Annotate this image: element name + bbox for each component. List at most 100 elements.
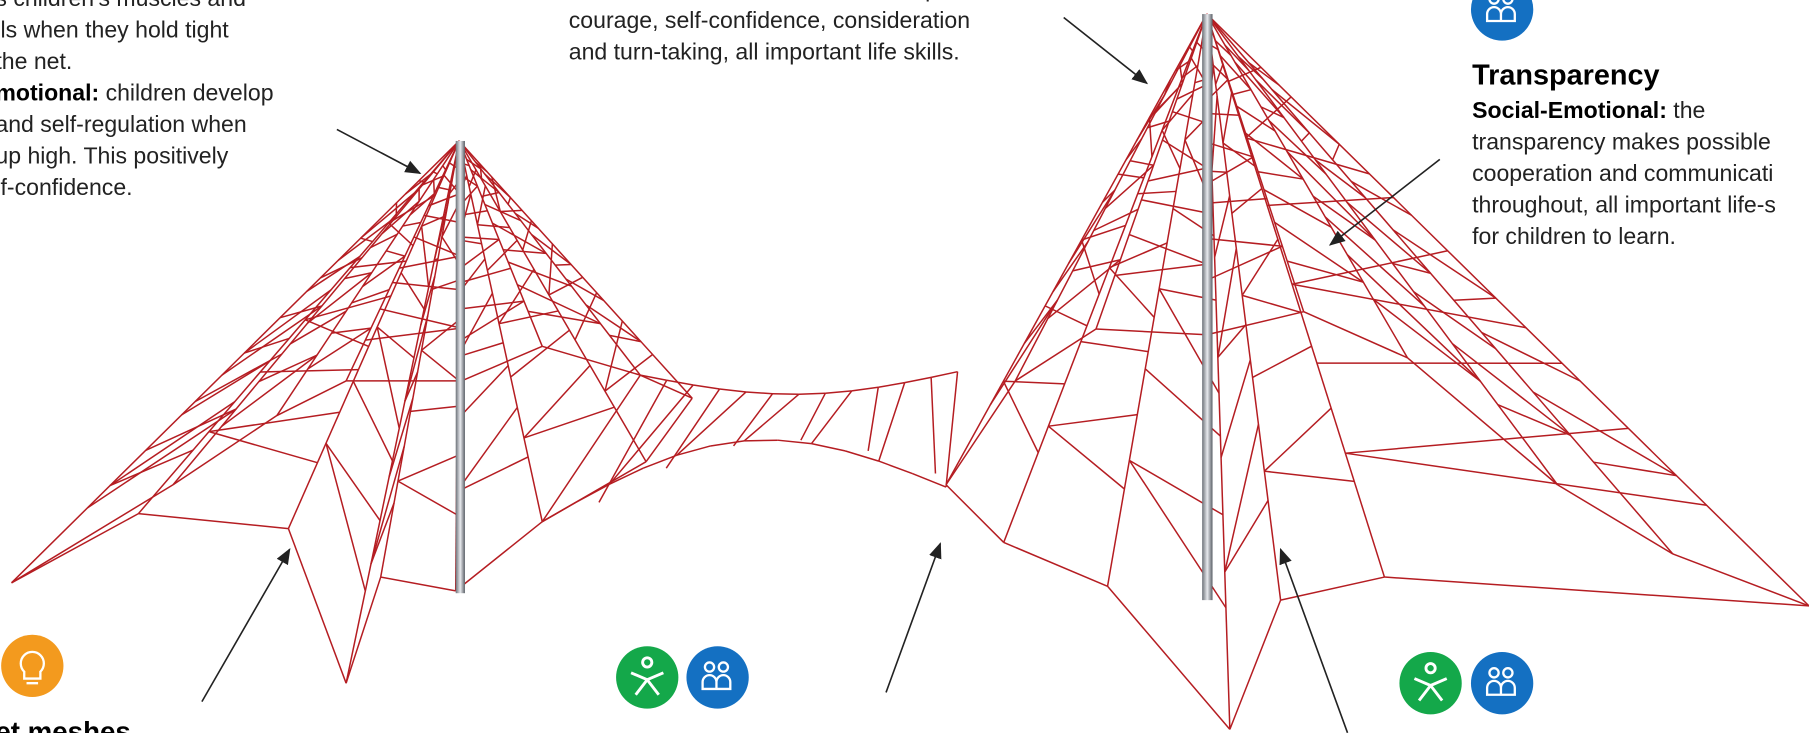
net-rope	[1225, 500, 1268, 571]
net-rope	[1292, 284, 1526, 327]
text-line: cooperation and communicati	[1472, 160, 1773, 186]
net-rope	[326, 443, 380, 520]
net-rope	[500, 210, 522, 211]
arrow	[202, 549, 290, 701]
net-rope	[720, 389, 746, 392]
net-rope	[398, 481, 456, 514]
net-rope	[1108, 586, 1230, 729]
net-rope	[1126, 139, 1142, 160]
net-rope	[744, 440, 778, 441]
net-rope	[1004, 542, 1108, 586]
net-rope	[1207, 14, 1304, 312]
arrow	[886, 544, 940, 693]
net-rope	[801, 393, 826, 440]
net-rope	[878, 383, 904, 388]
net-rope	[912, 474, 946, 488]
net-rope	[110, 402, 235, 486]
net-rope	[173, 416, 277, 485]
net-rope	[401, 273, 424, 309]
net-rope	[1264, 471, 1354, 481]
net-rope	[182, 361, 270, 415]
bold-label: motional:	[0, 79, 99, 105]
net-rope	[422, 226, 429, 287]
idea-icon	[1, 635, 63, 697]
net-rope	[1207, 14, 1408, 358]
net-rope	[1223, 93, 1232, 143]
net-rope	[746, 392, 772, 394]
net-rope	[456, 522, 543, 591]
net-rope	[173, 141, 459, 485]
net-rope	[1233, 90, 1251, 95]
net-rope	[1207, 246, 1283, 280]
net-rope	[1264, 408, 1331, 471]
net-rope	[1225, 424, 1259, 572]
net-rope	[1246, 133, 1304, 179]
net-rope	[811, 444, 845, 451]
diagram: Transparency et meshes s children's musc…	[0, 0, 1809, 733]
net-rope	[852, 387, 878, 391]
bold-label: Social-Emotional:	[1472, 97, 1667, 123]
net-rope	[1304, 312, 1408, 358]
net-rope	[1207, 157, 1254, 184]
net-rope	[361, 193, 415, 238]
text-line: motional: children develop	[0, 79, 274, 105]
net-rope	[879, 383, 905, 461]
text-line: courage, self-confidence, consideration	[569, 7, 970, 33]
net-rope	[990, 300, 1057, 405]
net-rope	[778, 440, 812, 443]
net-rope	[693, 385, 719, 389]
net-rope	[555, 264, 571, 265]
text-line: and self-regulation when	[0, 111, 247, 137]
arrow	[1281, 549, 1348, 732]
net-rope	[288, 141, 459, 529]
net-rope	[744, 394, 799, 441]
net-rope	[1212, 96, 1217, 171]
net-rope	[405, 315, 428, 401]
net-rope	[138, 514, 288, 529]
net-rope	[1081, 342, 1148, 352]
text: children develop	[764, 0, 938, 2]
net-rope	[1557, 485, 1672, 554]
text-line: and turn-taking, all important life skil…	[569, 39, 960, 65]
net-rope	[260, 370, 358, 372]
physical-icon	[1399, 652, 1461, 714]
net-rope	[499, 269, 534, 323]
text-line: transparency makes possible	[1472, 128, 1771, 154]
net-rope	[422, 350, 458, 379]
net-rope	[845, 451, 879, 461]
arrow	[1064, 18, 1147, 84]
net-rope	[485, 174, 511, 198]
net-rope	[1069, 190, 1115, 263]
text: children develop	[99, 79, 273, 105]
text: the	[1667, 97, 1705, 123]
net-rope	[381, 577, 456, 591]
net-rope	[1242, 239, 1278, 295]
net-rope	[439, 187, 449, 189]
net-rope	[946, 381, 1015, 485]
net-rope	[879, 461, 913, 473]
net-rope	[1207, 199, 1267, 204]
net-rope	[1301, 133, 1309, 141]
net-rope	[931, 377, 935, 473]
net-rope	[511, 330, 570, 377]
net-rope	[386, 251, 405, 256]
net-rope	[1053, 242, 1088, 292]
net-rope	[610, 468, 644, 484]
text-line: lls when they hold tight	[0, 16, 229, 42]
net-rope	[946, 485, 1004, 543]
net-rope	[209, 432, 317, 463]
text-line: throughout, all important life-s	[1472, 191, 1776, 217]
net-rope	[1004, 14, 1207, 542]
net-rope	[12, 485, 174, 583]
net-rope	[1345, 428, 1628, 453]
net-rope	[398, 456, 457, 481]
net-rope	[1253, 346, 1312, 377]
net-rope	[244, 290, 331, 353]
net-rope	[371, 446, 404, 564]
net-rope	[710, 441, 744, 446]
net-rope	[288, 529, 346, 684]
net-rope	[734, 394, 773, 446]
net-rope	[320, 258, 361, 278]
net-rope	[566, 279, 604, 300]
net-rope	[542, 502, 576, 521]
